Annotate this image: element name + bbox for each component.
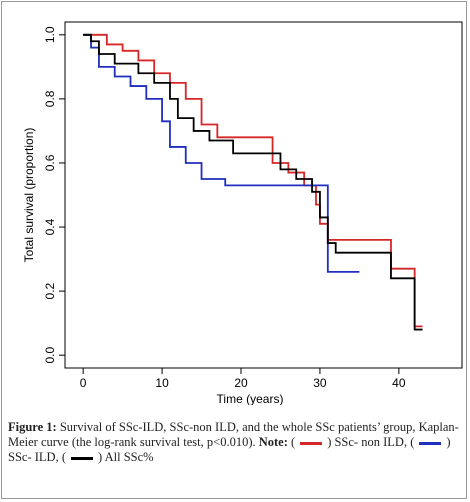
x-tick-label: 0 <box>80 376 87 390</box>
legend-separator: , <box>55 450 59 464</box>
legend-entry: All SSc% <box>104 450 154 464</box>
x-tick-label: 10 <box>155 376 169 390</box>
legend-open: ( <box>291 435 296 449</box>
caption-legend: () SSc- non ILD, () SSc- ILD, () All SSc… <box>8 435 451 464</box>
y-tick-label: 0.8 <box>43 90 57 107</box>
y-axis-label: Total survival (proportion) <box>22 128 36 263</box>
legend-swatch <box>71 456 93 460</box>
y-tick-label: 1.0 <box>43 26 57 43</box>
survival-curve <box>83 33 360 273</box>
legend-close: ) <box>446 435 451 449</box>
y-tick-label: 0.2 <box>43 282 57 299</box>
caption-label: Figure 1: <box>8 420 57 434</box>
survival-curve <box>83 33 423 331</box>
x-tick-label: 30 <box>313 376 327 390</box>
caption: Figure 1: Survival of SSc-ILD, SSc-non I… <box>8 420 460 465</box>
x-tick-label: 20 <box>234 376 248 390</box>
chart: Time (years) Total survival (proportion)… <box>22 21 463 405</box>
legend-swatch <box>419 441 442 445</box>
legend-separator: , <box>403 435 408 449</box>
legend-entry: SSc- non ILD <box>334 435 404 449</box>
survival-curve <box>83 33 423 328</box>
caption-note: Note: <box>258 435 288 449</box>
y-tick-label: 0.0 <box>43 347 57 364</box>
y-tick-label: 0.6 <box>43 154 57 171</box>
legend-open: ( <box>61 450 66 464</box>
plot-frame <box>64 21 463 369</box>
legend-swatch <box>300 441 323 445</box>
legend-close: ) <box>327 435 332 449</box>
x-tick-label: 40 <box>392 376 406 390</box>
y-tick-label: 0.4 <box>43 218 57 235</box>
legend-open: ( <box>410 435 415 449</box>
legend-entry: SSc- ILD <box>8 450 56 464</box>
caption-text: Survival of SSc-ILD, SSc-non ILD, and th… <box>8 420 459 449</box>
legend-close: ) <box>98 450 103 464</box>
x-axis-label: Time (years) <box>217 392 284 405</box>
